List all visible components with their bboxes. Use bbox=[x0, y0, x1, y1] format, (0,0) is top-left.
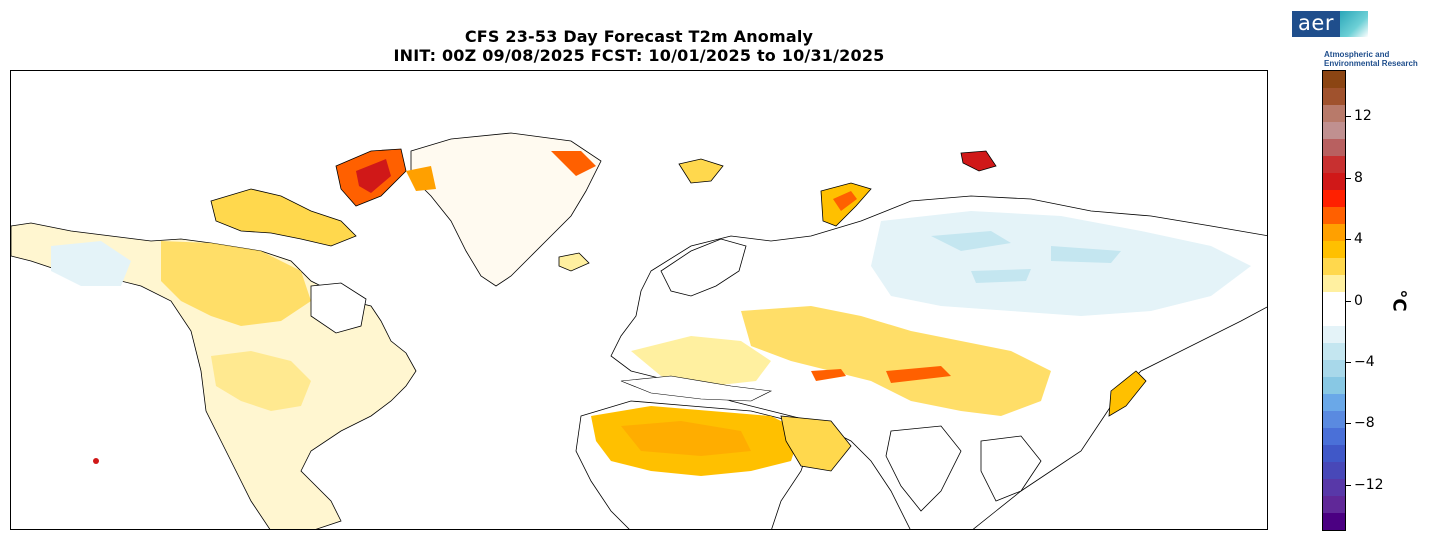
severnaya-zemlya-hot bbox=[960, 150, 997, 172]
siberia-cool-streaks bbox=[931, 231, 1121, 283]
aer-logo: aer Atmospheric and Environmental Resear… bbox=[1292, 11, 1424, 69]
iceland bbox=[558, 252, 590, 272]
colorbar-tick bbox=[1346, 116, 1351, 117]
alaska-cool-anomaly bbox=[51, 241, 131, 286]
colorbar-tick-label: −12 bbox=[1354, 477, 1384, 493]
colorbar-tick bbox=[1346, 178, 1351, 179]
greenland-land bbox=[410, 132, 602, 287]
canada-warm-anomaly bbox=[161, 241, 311, 326]
sahara-warm-inner bbox=[621, 421, 751, 456]
greenland-warm-fringe bbox=[551, 151, 596, 176]
se-asia bbox=[980, 435, 1042, 502]
anomaly-map bbox=[10, 70, 1268, 530]
colorbar-tick-label: 8 bbox=[1354, 170, 1363, 186]
novaya-zemlya-hot bbox=[833, 191, 857, 211]
map-svg bbox=[11, 132, 1267, 529]
colorbar-tick-label: −4 bbox=[1354, 354, 1375, 370]
colorbar-tick-label: 4 bbox=[1354, 231, 1363, 247]
baffin-hot-core bbox=[356, 159, 391, 193]
japan bbox=[1108, 370, 1147, 417]
india bbox=[885, 425, 962, 512]
tibet-hot-streaks bbox=[811, 366, 951, 383]
arabia-warm bbox=[780, 415, 852, 472]
colorbar-tick-label: 0 bbox=[1354, 293, 1363, 309]
map-title: CFS 23-53 Day Forecast T2m Anomaly bbox=[464, 27, 814, 46]
usa-warm-anomaly bbox=[211, 351, 311, 411]
colorbar-tick bbox=[1346, 485, 1351, 486]
greenland-warm-west bbox=[406, 166, 436, 191]
colorbar-tick bbox=[1346, 239, 1351, 240]
hawaii-hot-spot bbox=[93, 458, 99, 464]
colorbar-tick bbox=[1346, 301, 1351, 302]
colorbar-tick bbox=[1346, 423, 1351, 424]
colorbar-tick bbox=[1346, 362, 1351, 363]
aer-logo-accent bbox=[1340, 11, 1368, 37]
scandinavia bbox=[660, 238, 747, 297]
arctic-islands bbox=[210, 188, 357, 247]
mediterranean-sea bbox=[620, 375, 773, 402]
hudson-bay bbox=[310, 282, 367, 334]
colorbar-tick-label: 12 bbox=[1354, 108, 1372, 124]
map-subtitle: INIT: 00Z 09/08/2025 FCST: 10/01/2025 to… bbox=[393, 46, 885, 65]
colorbar-tick-label: −8 bbox=[1354, 415, 1375, 431]
europe-warm bbox=[631, 336, 771, 386]
aer-logo-tagline: Atmospheric and Environmental Research bbox=[1324, 50, 1418, 68]
svalbard bbox=[678, 158, 724, 184]
colorbar-unit-label: °C bbox=[1388, 289, 1410, 312]
aer-logo-mark: aer bbox=[1292, 11, 1340, 37]
temperature-colorbar bbox=[1322, 70, 1346, 531]
central-asia-warm bbox=[741, 306, 1051, 416]
